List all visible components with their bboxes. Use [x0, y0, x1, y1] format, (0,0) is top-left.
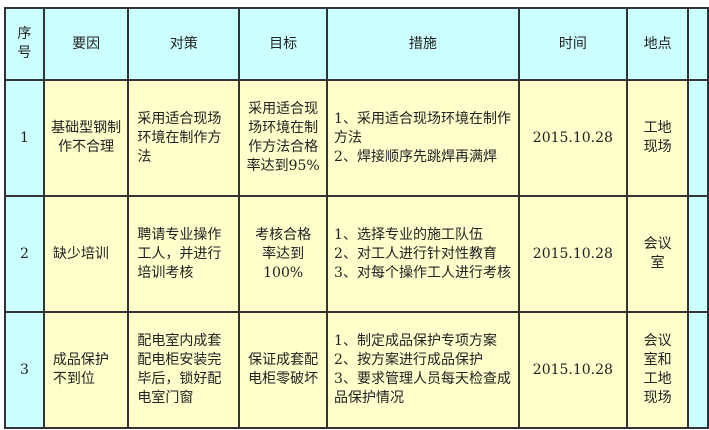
cell-extra: [687, 79, 709, 197]
header-countermeasure: 对策: [127, 7, 241, 81]
cell-cause: 成品保护不到位: [42, 311, 130, 429]
cell-time: 2015.10.28: [517, 79, 629, 197]
cell-cause: 缺少培训: [42, 195, 130, 313]
header-place: 地点: [626, 7, 690, 81]
header-measures: 措施: [326, 7, 520, 81]
header-row: 序号 要因 对策 目标 措施 时间 地点: [4, 7, 709, 81]
header-cause: 要因: [42, 7, 130, 81]
cell-index: 1: [4, 79, 45, 197]
header-extra: [687, 7, 709, 81]
table-row: 3 成品保护不到位 配电室内成套配电柜安装完毕后，锁好配电室门窗 保证成套配电柜…: [4, 311, 709, 429]
cell-countermeasure: 配电室内成套配电柜安装完毕后，锁好配电室门窗: [127, 311, 241, 429]
cell-target: 考核合格率达到100%: [238, 195, 329, 313]
cell-extra: [687, 195, 709, 313]
cell-extra: [687, 311, 709, 429]
cell-countermeasure: 聘请专业操作工人，并进行培训考核: [127, 195, 241, 313]
cell-place: 工地现场: [626, 79, 690, 197]
cell-time: 2015.10.28: [517, 195, 629, 313]
cell-index: 2: [4, 195, 45, 313]
cell-measures: 1、采用适合现场环境在制作方法 2、焊接顺序先跳焊再满焊: [326, 79, 520, 197]
cell-time: 2015.10.28: [517, 311, 629, 429]
cell-measures: 1、制定成品保护专项方案 2、按方案进行成品保护 3、要求管理人员每天检查成品保…: [326, 311, 520, 429]
cell-countermeasure: 采用适合现场环境在制作方法: [127, 79, 241, 197]
cell-target: 保证成套配电柜零破坏: [238, 311, 329, 429]
cell-target: 采用适合现场环境在制作方法合格率达到95%: [238, 79, 329, 197]
cell-index: 3: [4, 311, 45, 429]
cell-measures: 1、选择专业的施工队伍 2、对工人进行针对性教育 3、对每个操作工人进行考核: [326, 195, 520, 313]
header-target: 目标: [238, 7, 329, 81]
header-time: 时间: [517, 7, 629, 81]
table-row: 2 缺少培训 聘请专业操作工人，并进行培训考核 考核合格率达到100% 1、选择…: [4, 195, 709, 313]
cell-place: 会议室和工地现场: [626, 311, 690, 429]
cell-cause: 基础型钢制作不合理: [42, 79, 130, 197]
header-index: 序号: [4, 7, 45, 81]
countermeasure-table: 序号 要因 对策 目标 措施 时间 地点 1 基础型钢制作不合理 采用适合现场环…: [4, 7, 709, 429]
table-row: 1 基础型钢制作不合理 采用适合现场环境在制作方法 采用适合现场环境在制作方法合…: [4, 79, 709, 197]
cell-place: 会议室: [626, 195, 690, 313]
